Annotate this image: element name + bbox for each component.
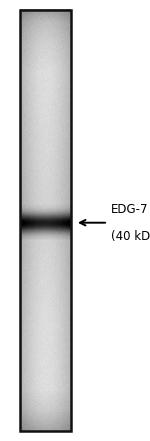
Text: (40 kDa): (40 kDa) xyxy=(111,230,150,243)
Text: EDG-7: EDG-7 xyxy=(111,203,148,216)
Bar xyxy=(20,10,70,431)
